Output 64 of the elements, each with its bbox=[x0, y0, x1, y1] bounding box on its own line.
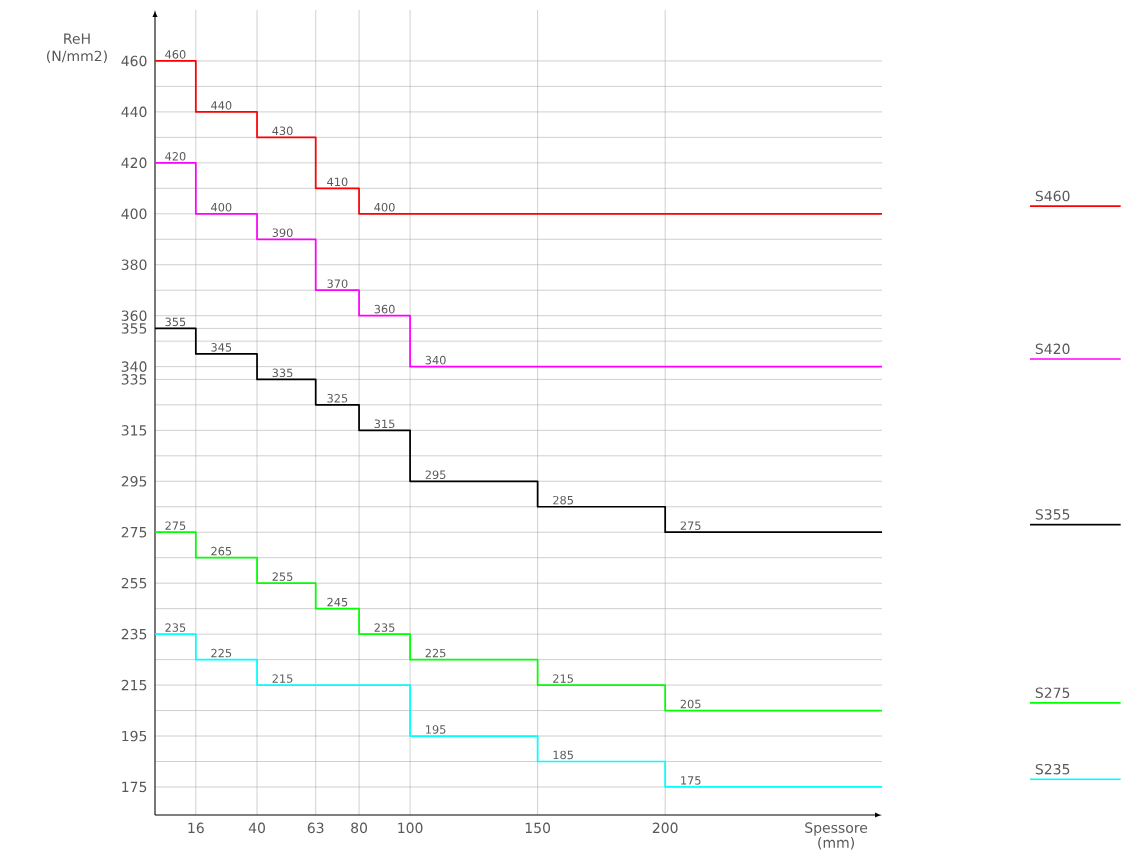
data-label: 325 bbox=[327, 394, 348, 403]
data-label: 370 bbox=[327, 279, 348, 288]
data-label: 265 bbox=[211, 546, 232, 556]
data-label: 340 bbox=[425, 355, 446, 365]
data-label: 400 bbox=[211, 202, 232, 212]
y-tick-label: 335 bbox=[121, 374, 147, 385]
text: S275 bbox=[1035, 687, 1070, 699]
y-tick-label: 340 bbox=[121, 361, 147, 372]
data-label: 185 bbox=[553, 750, 573, 760]
data-label: 225 bbox=[211, 648, 232, 658]
y-tick-label: 295 bbox=[121, 475, 147, 487]
data-label: 215 bbox=[553, 674, 573, 683]
y-tick-label: 255 bbox=[121, 577, 147, 589]
data-label: 215 bbox=[272, 674, 293, 683]
data-label: 275 bbox=[680, 521, 701, 530]
data-label: 440 bbox=[211, 101, 232, 110]
y-tick-label: 275 bbox=[121, 526, 147, 538]
text: S355 bbox=[1035, 509, 1070, 520]
x-tick-label: 63 bbox=[307, 822, 324, 834]
y-tick-label: 235 bbox=[121, 628, 147, 640]
data-label: 235 bbox=[374, 623, 395, 632]
y-tick-label: 195 bbox=[122, 730, 147, 742]
text: S235 bbox=[1035, 763, 1070, 775]
data-label: 235 bbox=[165, 623, 186, 632]
x-tick-label: 80 bbox=[351, 822, 368, 834]
x-tick-label: 40 bbox=[248, 822, 265, 834]
text: S420 bbox=[1035, 343, 1070, 355]
data-label: 175 bbox=[681, 776, 701, 785]
y-tick-label: 315 bbox=[121, 425, 147, 436]
data-label: 315 bbox=[374, 419, 395, 429]
data-label: 245 bbox=[327, 597, 348, 607]
x-axis-title: Spessore (mm) bbox=[805, 822, 868, 850]
data-label: 390 bbox=[272, 228, 293, 238]
y-tick-label: 380 bbox=[121, 259, 147, 271]
y-tick-label: 355 bbox=[121, 323, 147, 334]
y-tick-label: 215 bbox=[121, 679, 147, 691]
data-label: 255 bbox=[272, 572, 293, 581]
y-tick-label: 440 bbox=[121, 106, 147, 118]
data-label: 295 bbox=[425, 470, 446, 480]
data-label: 430 bbox=[272, 126, 293, 136]
y-tick-label: 460 bbox=[121, 55, 147, 67]
data-label: 420 bbox=[165, 152, 186, 161]
data-label: 410 bbox=[327, 177, 348, 187]
data-label: 400 bbox=[374, 202, 395, 212]
y-tick-label: 175 bbox=[122, 781, 147, 793]
x-tick-label: 100 bbox=[398, 822, 423, 834]
data-label: 345 bbox=[211, 343, 232, 352]
data-label: 275 bbox=[165, 521, 186, 530]
y-tick-label: 420 bbox=[121, 157, 147, 169]
text: S460 bbox=[1035, 190, 1070, 202]
y-tick-label: 360 bbox=[121, 310, 147, 321]
y-axis-title: ReH (N/mm2) bbox=[47, 33, 107, 63]
x-tick-label: 150 bbox=[525, 822, 551, 834]
data-label: 355 bbox=[165, 317, 186, 327]
data-label: 360 bbox=[374, 304, 395, 314]
data-label: 460 bbox=[165, 50, 186, 59]
y-tick-label: 400 bbox=[121, 208, 147, 220]
x-tick-label: 16 bbox=[188, 822, 204, 834]
data-label: 335 bbox=[272, 368, 293, 378]
data-label: 285 bbox=[553, 495, 573, 505]
data-label: 205 bbox=[680, 699, 701, 709]
x-tick-label: 200 bbox=[652, 822, 678, 834]
data-label: 195 bbox=[426, 725, 446, 734]
data-label: 225 bbox=[425, 648, 446, 658]
